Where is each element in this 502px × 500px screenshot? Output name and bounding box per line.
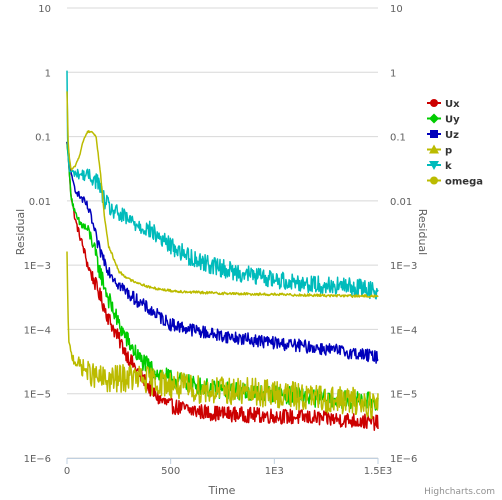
series-layer [66,70,379,431]
y-tick-label-right: 1 [390,68,396,79]
y-tick-label-right: 1E−4 [390,325,417,336]
legend: Ux Uy Uz pk omega [427,99,483,188]
x-tick-label: 0 [64,466,70,477]
legend-marker [429,144,439,154]
legend-marker [430,130,438,138]
series-line-p[interactable] [66,251,379,420]
legend-label: k [445,161,452,172]
credit-text[interactable]: Highcharts.com [424,487,495,497]
legend-marker [429,113,439,124]
y-tick-label-left: 10 [38,4,51,15]
series-line-k[interactable] [66,70,379,300]
y-tick-label-right: 1E−6 [390,454,417,465]
x-tick-label: 500 [161,466,180,477]
y-tick-label-right: 0.1 [390,133,406,144]
legend-label: omega [445,177,483,188]
y-tick-label-left: 1E−5 [24,390,51,401]
y-tick-label-left: 1E−6 [24,454,51,465]
legend-item-omega[interactable]: omega [427,176,483,188]
legend-item-p[interactable]: p [427,144,452,157]
y-tick-label-right: 10 [390,4,403,15]
y-tick-label-right: 1E−3 [390,261,417,272]
legend-label: Ux [445,99,460,110]
y-tick-label-left: 1E−4 [24,325,51,336]
y-axis-title: Residual [14,209,27,255]
y-tick-label-left: 0.01 [29,197,51,208]
legend-label: p [445,146,452,157]
legend-item-Uz[interactable]: Uz [427,130,459,141]
x-tick-label: 1.5E3 [364,466,393,477]
legend-marker [429,161,439,170]
x-axis-title: Time [208,484,236,497]
legend-marker [430,99,438,107]
axis-layer: Time Residual Residual 10 10 1 1 0.1 0.1 0.01 0… [14,4,429,497]
series-line-Uz[interactable] [66,141,379,364]
series-line-Uy[interactable] [66,141,379,411]
y-tick-label-right: 1E−5 [390,390,417,401]
legend-item-Ux[interactable]: Ux [427,99,460,110]
y-tick-label-left: 1 [45,68,51,79]
y-tick-label-left: 1E−3 [24,261,51,272]
legend-item-k[interactable]: k [427,161,452,172]
series-line-omega[interactable] [66,91,379,299]
y-tick-label-right: 0.01 [390,197,412,208]
legend-label: Uz [445,130,459,141]
legend-item-Uy[interactable]: Uy [427,113,460,126]
y-tick-label-left: 0.1 [35,133,51,144]
legend-marker [430,176,438,185]
x-tick-label: 1E3 [265,466,284,477]
y-axis-title-right: Residual [416,209,429,255]
legend-label: Uy [445,115,460,126]
